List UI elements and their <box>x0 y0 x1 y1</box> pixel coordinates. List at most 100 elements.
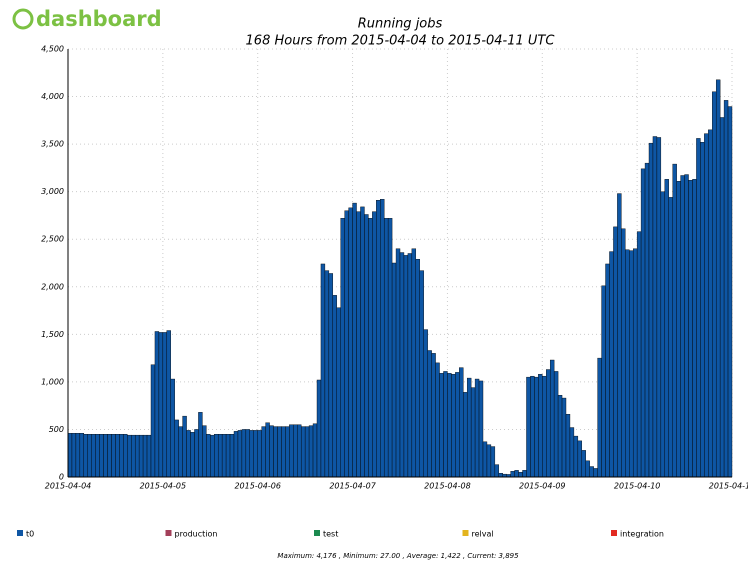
bar <box>332 295 337 478</box>
bar <box>356 211 361 478</box>
y-tick-label: 4,500 <box>41 45 64 54</box>
bar <box>134 434 140 478</box>
bar <box>514 470 519 478</box>
bar <box>395 248 401 478</box>
bar <box>75 433 81 478</box>
bar <box>640 168 646 478</box>
x-tick-label: 2015-04-11 <box>709 482 748 491</box>
bar <box>470 387 476 478</box>
bar <box>459 367 464 478</box>
bar <box>715 79 721 478</box>
logo-icon <box>12 8 34 30</box>
bar <box>466 377 472 478</box>
bar <box>557 395 563 478</box>
bar <box>174 419 179 478</box>
bar <box>546 369 551 478</box>
bar <box>79 433 85 478</box>
bar <box>217 434 223 478</box>
bar <box>376 200 381 478</box>
bar <box>688 180 693 478</box>
bar <box>486 444 492 478</box>
bar <box>380 199 385 478</box>
bar <box>162 332 168 478</box>
bar <box>360 206 365 478</box>
bar <box>387 218 393 478</box>
bar <box>569 427 575 478</box>
bar <box>419 270 424 478</box>
bar <box>245 429 251 478</box>
bar <box>474 378 480 478</box>
bar <box>372 211 377 478</box>
bar <box>676 181 681 478</box>
bar <box>142 434 148 478</box>
bar <box>221 434 227 478</box>
bar <box>111 434 116 478</box>
legend-label: relval <box>472 530 494 539</box>
bar <box>542 375 547 478</box>
y-tick-label: 500 <box>49 425 64 434</box>
legend-label: test <box>323 530 338 539</box>
legend-label: integration <box>620 530 664 539</box>
bar <box>577 440 583 478</box>
bar <box>336 307 341 478</box>
bar <box>617 193 622 478</box>
bar <box>549 359 555 478</box>
bar <box>597 357 602 478</box>
legend-label: t0 <box>26 530 34 539</box>
bar <box>95 434 100 478</box>
bar <box>727 106 733 478</box>
bar <box>565 414 571 478</box>
bar <box>522 470 527 478</box>
bar <box>249 430 254 478</box>
bar <box>447 373 452 478</box>
bar <box>407 253 413 478</box>
bar <box>107 434 112 478</box>
bar <box>490 446 496 478</box>
bar <box>99 434 104 478</box>
bar <box>399 252 405 478</box>
bar <box>273 426 278 478</box>
bar <box>131 434 136 478</box>
bar <box>170 378 175 478</box>
bar <box>214 434 219 478</box>
bar <box>451 374 456 478</box>
bar <box>526 376 531 478</box>
bar <box>253 430 258 478</box>
bar <box>664 179 669 478</box>
bar <box>229 434 235 478</box>
bar <box>632 248 638 478</box>
bar <box>652 136 658 478</box>
bar <box>241 429 247 478</box>
bar <box>621 228 626 478</box>
bar <box>71 433 77 478</box>
x-tick-label: 2015-04-07 <box>329 482 376 491</box>
bar <box>127 434 132 478</box>
bar <box>455 372 460 478</box>
bar <box>146 434 152 478</box>
bar <box>660 191 666 478</box>
bar <box>340 218 345 478</box>
bar <box>636 231 642 478</box>
bar <box>411 248 417 478</box>
bar <box>573 435 579 478</box>
y-tick-label: 0 <box>59 473 64 482</box>
bar <box>324 270 330 478</box>
bar <box>391 262 397 478</box>
bar <box>684 174 689 478</box>
bar <box>534 376 539 478</box>
bar <box>518 472 523 478</box>
bar <box>427 350 432 478</box>
bar <box>206 434 211 478</box>
bar <box>364 214 369 478</box>
bar <box>300 426 306 478</box>
bar <box>478 380 484 478</box>
bar <box>198 412 203 478</box>
bar <box>320 263 326 478</box>
bar <box>316 379 322 478</box>
y-tick-label: 3,000 <box>41 187 64 196</box>
bar <box>601 285 606 478</box>
bar <box>629 250 634 478</box>
bar <box>672 163 677 478</box>
bar <box>352 202 357 478</box>
